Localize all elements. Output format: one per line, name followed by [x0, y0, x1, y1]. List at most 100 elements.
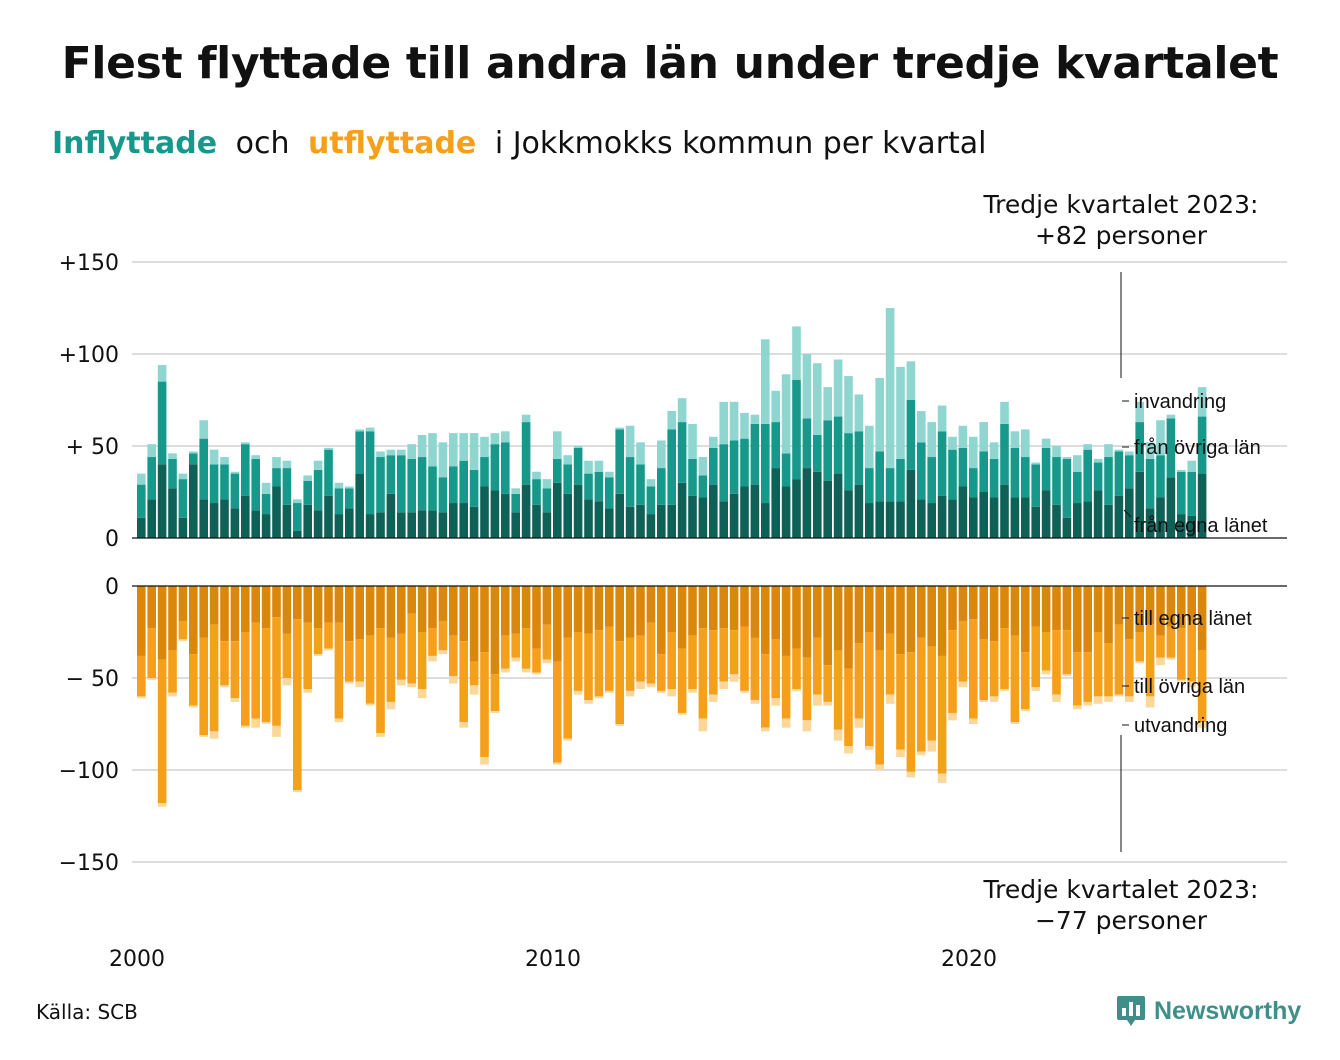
newsworthy-logo[interactable]: Newsworthy	[1116, 994, 1301, 1028]
bar-out-0-94	[1114, 586, 1124, 625]
bar-out-1-67	[833, 650, 843, 730]
bar-out-1-2	[157, 659, 167, 804]
bar-out-0-100	[1177, 586, 1186, 629]
bar-in-2-96	[1135, 401, 1144, 423]
bar-out-0-93	[1104, 586, 1113, 644]
bar-out-1-69	[854, 643, 864, 719]
bar-out-2-79	[958, 681, 968, 688]
bar-in-0-5	[189, 464, 198, 538]
bar-in-1-30	[449, 466, 458, 504]
bar-in-1-23	[376, 457, 385, 513]
bar-in-0-58	[740, 486, 749, 538]
bar-out-1-70	[865, 632, 874, 747]
bar-in-0-22	[365, 514, 375, 538]
bar-out-2-38	[532, 672, 541, 675]
annotation-top-line1: Tredje kvartalet 2023:	[983, 190, 1259, 219]
bar-in-2-77	[937, 405, 947, 432]
bar-out-1-90	[1073, 652, 1082, 706]
bar-in-1-70	[865, 468, 874, 504]
bar-in-1-71	[875, 451, 884, 502]
bar-out-0-34	[490, 586, 500, 675]
bar-in-1-84	[1010, 447, 1020, 498]
bar-out-1-63	[792, 648, 801, 690]
bar-in-1-35	[501, 442, 510, 494]
bar-out-2-67	[833, 729, 843, 741]
bar-out-1-83	[1000, 628, 1009, 690]
bar-out-0-69	[854, 586, 864, 644]
bar-out-2-90	[1073, 705, 1082, 710]
bar-out-2-70	[865, 746, 874, 750]
bar-in-1-87	[1041, 447, 1051, 491]
bar-out-1-35	[501, 635, 510, 669]
bar-in-0-80	[969, 497, 978, 538]
bar-out-2-56	[719, 681, 728, 690]
bar-in-2-23	[376, 451, 385, 458]
bar-in-1-75	[917, 442, 926, 500]
bar-in-1-62	[781, 453, 791, 487]
bar-in-1-38	[532, 479, 541, 505]
bar-out-1-31	[459, 641, 468, 723]
bar-in-2-93	[1104, 444, 1113, 458]
bar-in-2-38	[532, 471, 541, 480]
bar-in-2-97	[1145, 442, 1155, 459]
bar-in-1-65	[813, 434, 822, 472]
bar-in-2-70	[865, 425, 874, 469]
bar-in-0-52	[677, 482, 687, 538]
bar-in-2-33	[480, 436, 489, 458]
bar-in-0-17	[313, 510, 323, 538]
bar-in-1-9	[230, 473, 240, 509]
bar-out-1-91	[1083, 652, 1092, 702]
bar-out-0-41	[563, 586, 572, 638]
bar-in-0-44	[594, 501, 604, 538]
annotation-top-line2: +82 personer	[1035, 221, 1208, 250]
bar-out-1-32	[469, 661, 479, 686]
bar-in-0-34	[490, 490, 500, 538]
bar-in-2-86	[1031, 462, 1040, 465]
bar-in-1-89	[1062, 458, 1072, 518]
bar-in-0-29	[438, 512, 448, 538]
bar-in-2-66	[823, 387, 832, 421]
bar-out-1-82	[989, 641, 999, 697]
bar-in-2-89	[1062, 457, 1072, 459]
bar-out-0-62	[781, 586, 791, 656]
bar-out-2-50	[657, 690, 666, 693]
bar-out-2-82	[989, 696, 999, 702]
bar-out-2-95	[1125, 696, 1134, 702]
bar-out-2-87	[1041, 670, 1051, 675]
bar-out-1-93	[1104, 643, 1113, 697]
bar-out-0-24	[386, 586, 396, 638]
bar-out-1-92	[1093, 632, 1103, 697]
bar-in-0-39	[542, 512, 552, 538]
bar-out-1-68	[844, 668, 853, 747]
bar-in-0-81	[979, 492, 988, 538]
bar-out-1-10	[241, 632, 250, 726]
bar-out-0-23	[376, 586, 385, 629]
bar-in-1-91	[1083, 449, 1092, 502]
bar-out-2-37	[521, 668, 531, 673]
y-tick-top-0: 0	[105, 527, 119, 552]
bar-in-2-76	[927, 422, 936, 458]
bar-out-0-45	[605, 586, 614, 627]
bar-out-2-46	[615, 724, 624, 726]
bar-out-2-3	[168, 692, 177, 697]
bar-out-1-6	[199, 637, 208, 736]
bar-in-0-98	[1156, 497, 1165, 538]
bar-out-1-41	[563, 637, 572, 739]
bar-out-2-2	[157, 803, 167, 807]
bar-in-2-46	[615, 427, 624, 430]
bar-out-0-63	[792, 586, 801, 649]
bar-in-1-3	[168, 458, 177, 489]
bar-in-0-79	[958, 486, 968, 538]
bar-in-0-51	[667, 504, 676, 538]
bar-in-0-66	[823, 480, 832, 538]
bar-in-1-97	[1145, 458, 1155, 509]
label-tick-fran-egna	[1123, 509, 1132, 518]
bar-in-2-51	[667, 411, 676, 430]
bar-in-2-30	[449, 433, 458, 467]
bar-out-2-59	[750, 700, 760, 704]
bar-out-0-89	[1062, 586, 1072, 631]
bar-in-2-28	[428, 433, 437, 467]
axis-ticks: +150 +100 + 50 0 0 − 50 −100 −150 2000 2…	[59, 251, 997, 972]
bar-in-2-17	[313, 460, 323, 470]
bar-out-1-33	[480, 652, 489, 758]
